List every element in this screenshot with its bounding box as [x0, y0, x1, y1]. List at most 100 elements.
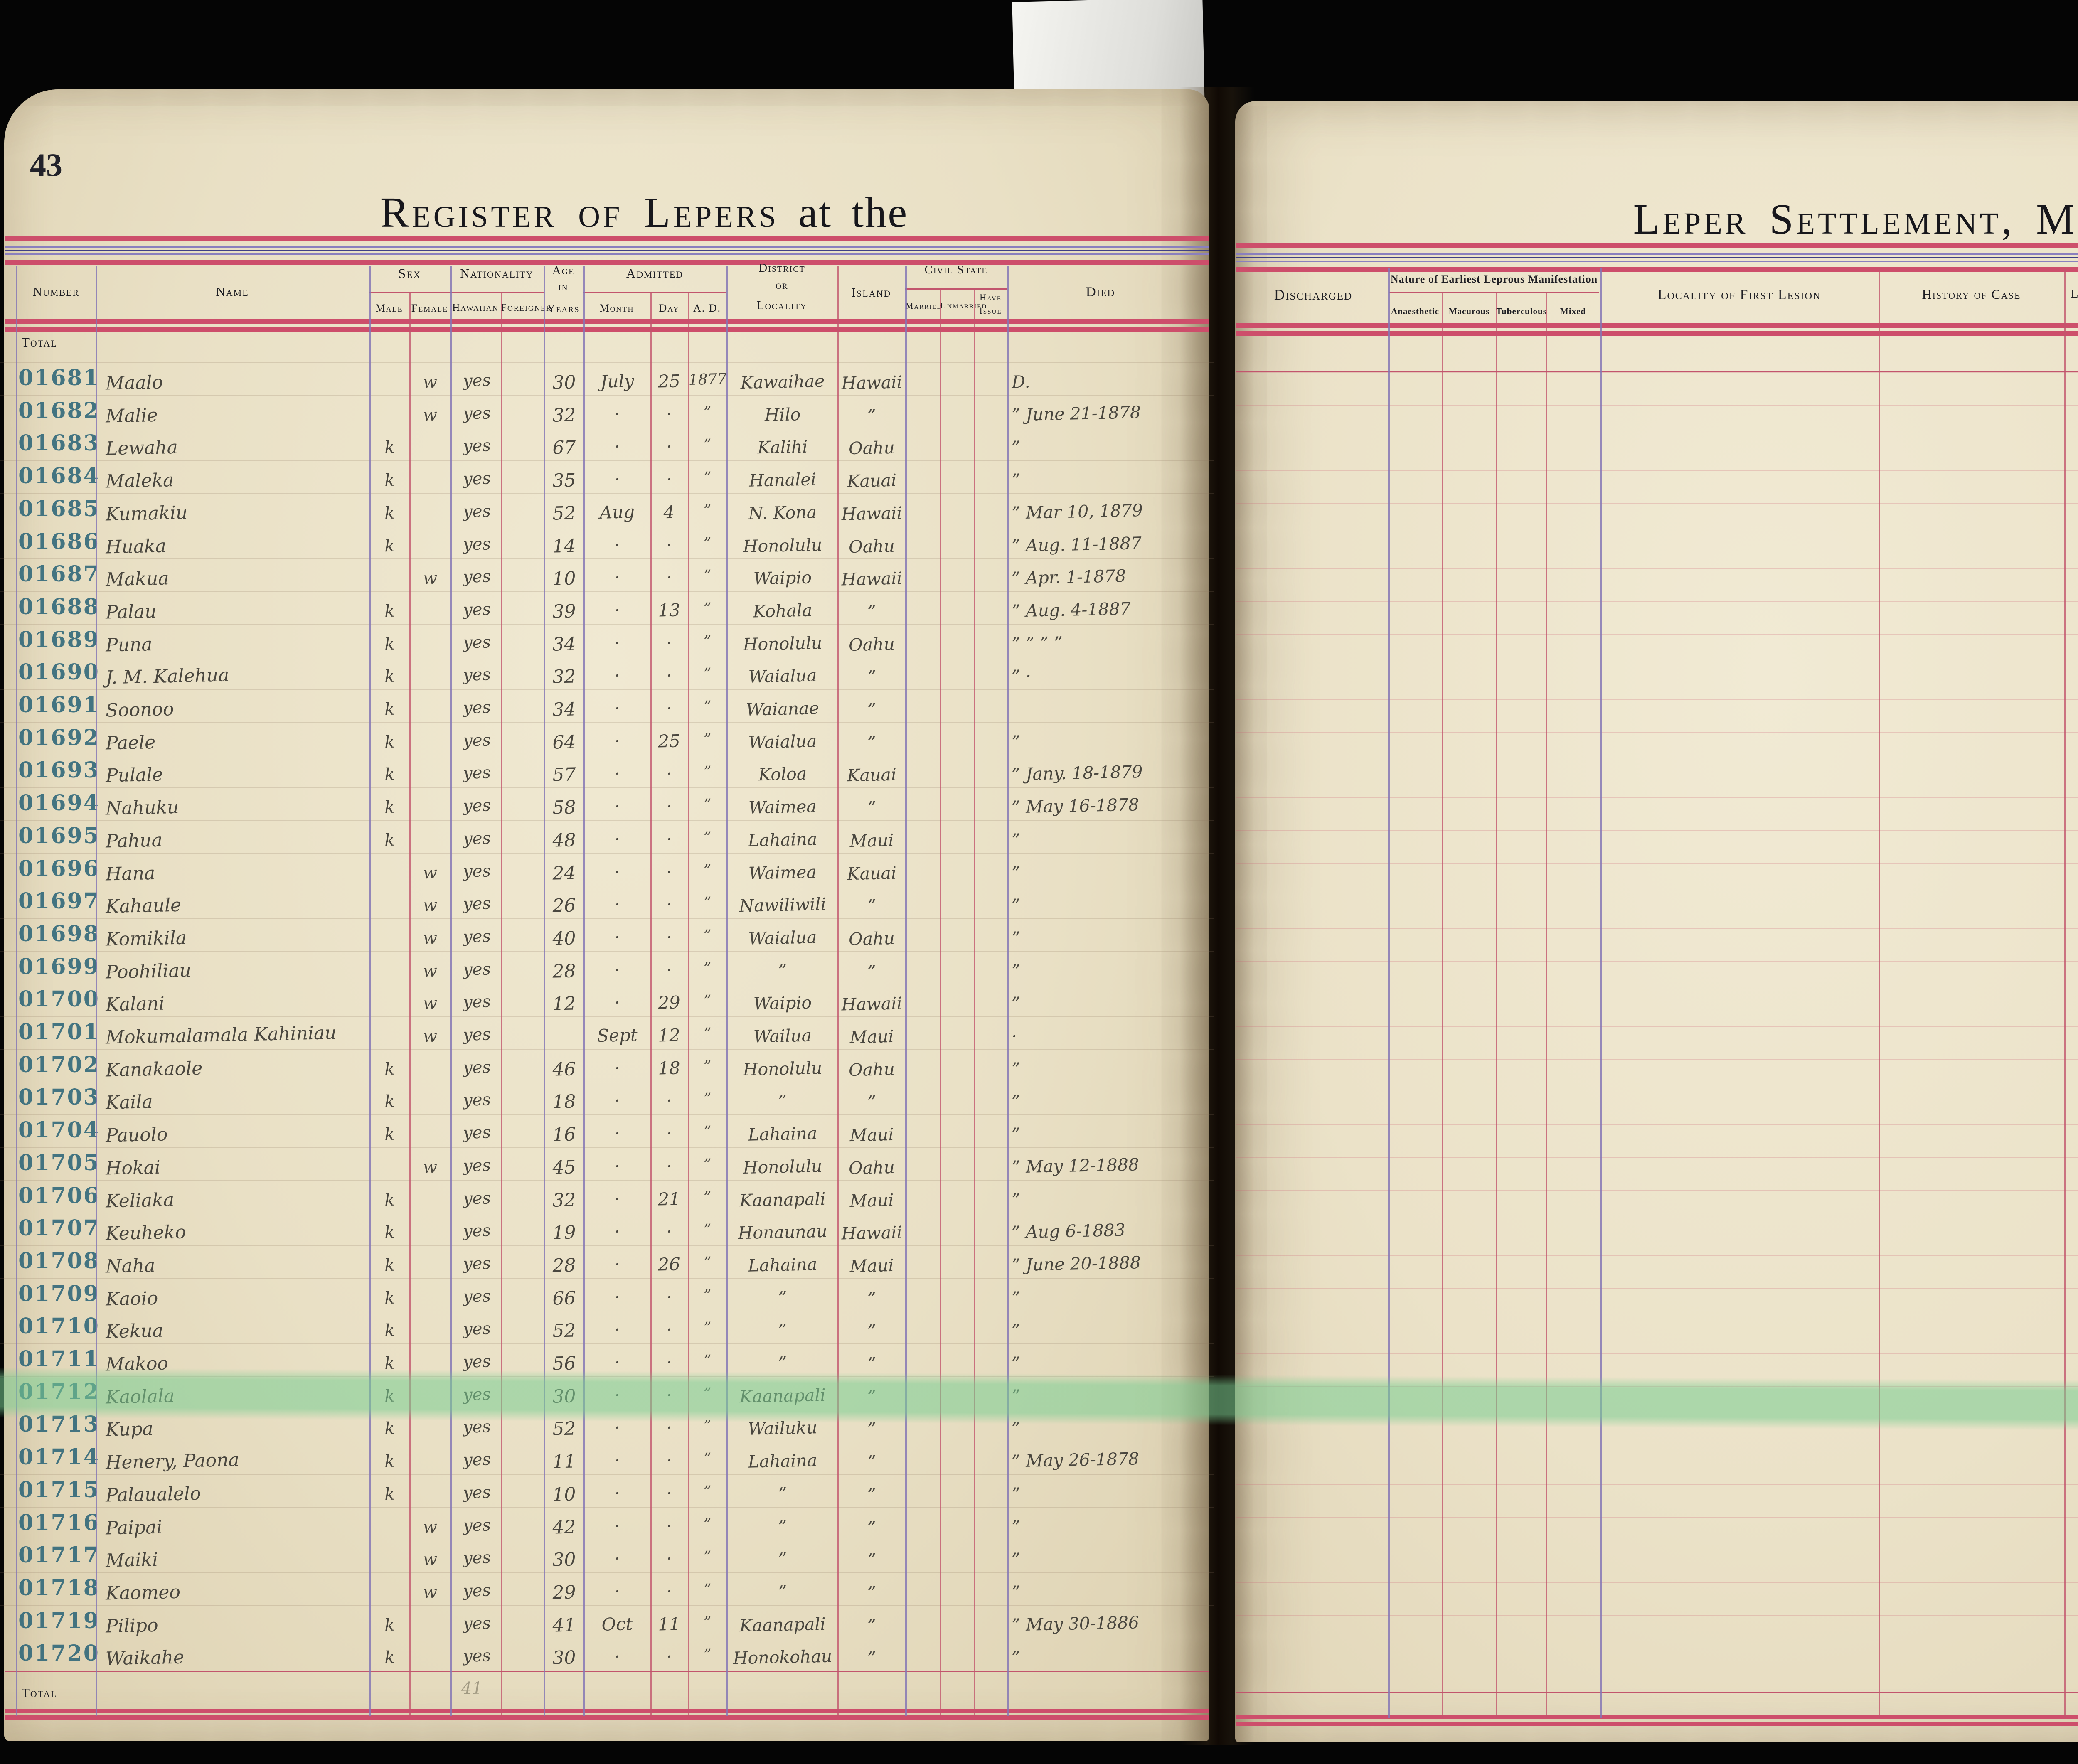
admitted-month-entry: · — [614, 600, 620, 621]
age-entry: 12 — [552, 993, 576, 1015]
admitted-day-entry: · — [666, 1319, 672, 1340]
admitted-year-entry: ” — [703, 567, 712, 585]
row-line — [1236, 1157, 2078, 1191]
admitted-month-entry: · — [614, 927, 620, 948]
admitted-day-entry: 12 — [657, 1025, 681, 1046]
admitted-month-entry: · — [614, 1188, 620, 1209]
admitted-month-entry: · — [614, 1254, 620, 1275]
locality-entry: ” — [778, 960, 787, 981]
admitted-year-entry: ” — [703, 763, 712, 781]
died-entry: ” — [1011, 829, 1021, 850]
nationality-hawaiian-entry: yes — [463, 1090, 491, 1110]
admitted-year-entry: ” — [703, 1581, 712, 1599]
row-number-stamp: 01696 — [18, 856, 100, 881]
admitted-month-entry: · — [614, 1221, 620, 1242]
age-entry: 39 — [552, 600, 576, 622]
name-entry: Pulale — [105, 764, 163, 787]
sex-male-entry: k — [384, 1288, 395, 1308]
admitted-day-entry: · — [666, 927, 672, 948]
name-entry: Maleka — [105, 470, 174, 492]
sex-female-entry: w — [423, 1026, 438, 1046]
total-label-bottom-left: Total — [22, 1685, 57, 1700]
died-entry: ” — [1011, 960, 1021, 981]
nationality-hawaiian-entry: yes — [463, 1581, 491, 1601]
row-line — [1236, 797, 2078, 831]
name-entry: Henery, Paona — [105, 1449, 240, 1474]
row-line — [1236, 1255, 2078, 1289]
admitted-month-entry: · — [614, 469, 620, 490]
age-entry: 34 — [552, 699, 576, 721]
island-entry: ” — [867, 1321, 877, 1341]
register-row: 01706 Keliaka k yes 32 · 21 ” Kaanapali Maui ” — [0, 1180, 1214, 1213]
sex-male-entry: k — [384, 601, 395, 621]
nationality-hawaiian-entry: yes — [463, 829, 491, 849]
age-entry: 29 — [552, 1582, 576, 1604]
age-entry: 40 — [552, 928, 576, 950]
nationality-hawaiian-entry: yes — [463, 1254, 491, 1274]
admitted-month-entry: · — [614, 894, 620, 915]
admitted-year-entry: ” — [703, 403, 712, 421]
island-entry: Hawaii — [841, 1222, 902, 1244]
locality-entry: Hilo — [764, 404, 801, 425]
sex-male-entry — [370, 928, 409, 929]
nationality-hawaiian-entry: yes — [463, 371, 491, 391]
column-rule — [726, 266, 728, 1716]
name-entry: Palau — [105, 600, 157, 623]
register-row: 01689 Puna k yes 34 · · ” Honolulu Oahu ” ” ” ” — [0, 624, 1214, 657]
row-line — [1236, 372, 2078, 406]
locality-entry: Honolulu — [743, 534, 822, 556]
register-row: 01716 Paipai w yes 42 · · ” ” ” ” — [0, 1507, 1214, 1540]
row-line — [1236, 1648, 2078, 1681]
admitted-year-entry: ” — [703, 1156, 712, 1173]
admitted-year-entry: ” — [703, 1254, 712, 1272]
age-entry: 45 — [552, 1156, 576, 1178]
island-entry: ” — [867, 1353, 877, 1374]
died-entry: ” — [1011, 1549, 1021, 1570]
admitted-year-entry: ” — [703, 698, 712, 716]
age-entry: 10 — [552, 1484, 576, 1506]
died-entry: ” May 12-1888 — [1011, 1154, 1140, 1177]
name-entry: Paele — [105, 731, 156, 754]
nationality-hawaiian-entry: yes — [463, 436, 491, 456]
sex-male-entry: k — [384, 830, 395, 850]
row-number-stamp: 01715 — [18, 1477, 100, 1503]
row-number-stamp: 01719 — [18, 1608, 100, 1634]
locality-entry: Waianae — [746, 698, 820, 720]
died-entry: ” Apr. 1-1878 — [1011, 566, 1126, 588]
admitted-day-entry: · — [666, 1090, 672, 1111]
admitted-year-entry: ” — [703, 1025, 712, 1043]
age-entry: 48 — [552, 829, 576, 851]
admitted-year-entry: ” — [703, 469, 712, 487]
title-left-suffix: at the — [779, 189, 909, 236]
admitted-year-entry: ” — [703, 731, 712, 748]
admitted-day-entry: · — [666, 1352, 672, 1373]
admitted-day-entry: · — [666, 1516, 672, 1536]
sex-female-entry: w — [423, 863, 438, 883]
name-entry: Poohiliau — [105, 959, 192, 983]
locality-entry: ” — [778, 1484, 787, 1504]
age-entry: 35 — [552, 470, 576, 492]
register-row: 01684 Maleka k yes 35 · · ” Hanalei Kauai ” — [0, 460, 1214, 494]
row-line — [1236, 1223, 2078, 1256]
register-row: 01692 Paele k yes 64 · 25 ” Waialua ” ” — [0, 722, 1214, 755]
register-row: 01686 Huaka k yes 14 · · ” Honolulu Oahu ” Aug. 11… — [0, 526, 1214, 559]
nationality-hawaiian-entry: yes — [463, 1057, 491, 1078]
died-entry: D. — [1011, 371, 1030, 392]
sex-male-entry: k — [384, 1092, 395, 1112]
admitted-month-entry: · — [614, 403, 620, 424]
title-right: Leper Settlement, Molokai — [1633, 195, 2078, 243]
sex-male-entry — [370, 961, 409, 962]
sex-female-entry — [409, 634, 451, 635]
admitted-day-entry: · — [666, 632, 672, 653]
col-header-number: Number — [32, 284, 80, 299]
col-header-nationality: Nationality — [460, 266, 534, 280]
admitted-day-entry: 13 — [657, 600, 681, 621]
sex-male-entry — [370, 568, 409, 569]
locality-entry: ” — [778, 1320, 787, 1341]
nationality-hawaiian-entry: yes — [463, 992, 491, 1012]
bottom-thin-rule-right — [1236, 1692, 2078, 1693]
admitted-year-entry: ” — [703, 1221, 712, 1239]
name-entry: Huaka — [105, 535, 167, 558]
admitted-year-entry: ” — [703, 1483, 712, 1500]
admitted-year-entry: ” — [703, 1319, 712, 1337]
